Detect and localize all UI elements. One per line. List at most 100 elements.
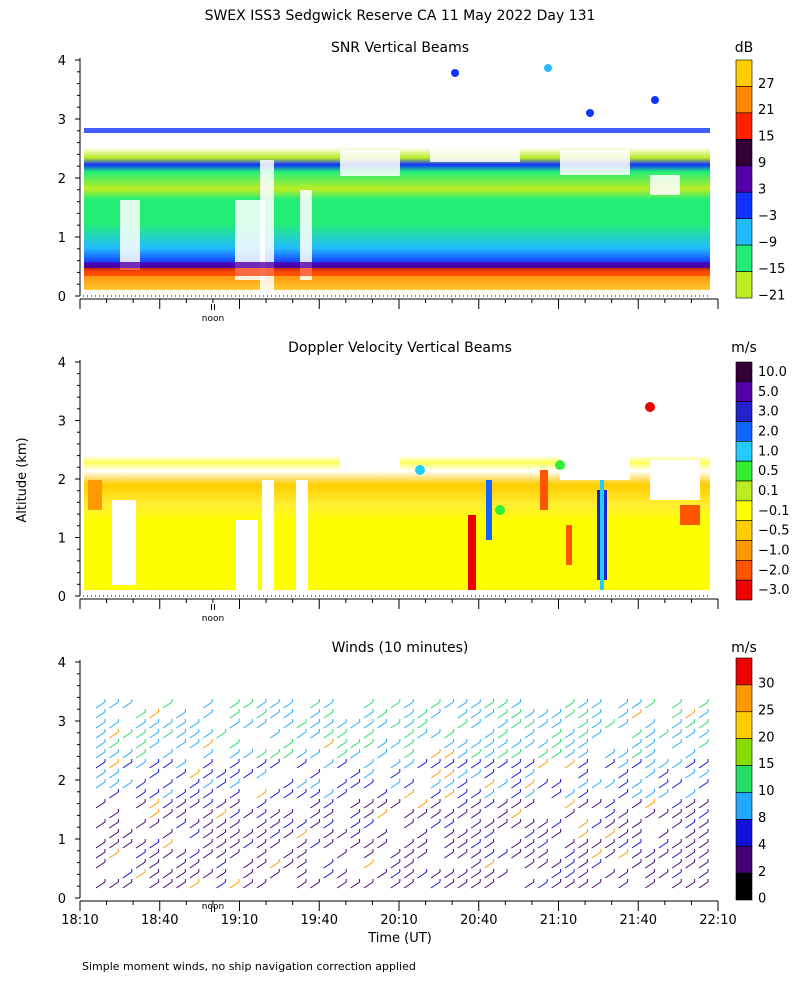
wind-barb xyxy=(135,841,146,849)
wind-barb xyxy=(109,811,119,819)
wind-barb xyxy=(403,701,414,709)
wind-barb xyxy=(122,841,133,849)
wind-barb xyxy=(377,831,387,839)
wind-barb xyxy=(109,881,119,889)
wind-barb xyxy=(430,811,441,819)
wind-barb xyxy=(604,751,615,759)
wind-barb xyxy=(377,711,387,719)
wind-barb xyxy=(350,741,360,749)
wind-barb xyxy=(149,731,159,739)
snr-colorbar-unit: dB xyxy=(735,40,754,56)
colorbar-swatch xyxy=(735,684,753,713)
wind-barb xyxy=(350,721,360,729)
wind-barb xyxy=(162,761,173,769)
wind-barb xyxy=(671,851,682,859)
wind-barb xyxy=(537,861,548,869)
x-axis-label: Time (UT) xyxy=(367,931,432,946)
wind-barb xyxy=(95,731,106,739)
wind-barb xyxy=(350,751,360,759)
colorbar-swatch xyxy=(735,271,753,299)
wind-barb xyxy=(698,761,709,769)
wind-barb xyxy=(645,771,655,779)
snr-band xyxy=(84,268,710,276)
wind-barb xyxy=(95,861,106,869)
wind-barb xyxy=(122,701,133,709)
wind-barb xyxy=(122,731,133,739)
wind-barb xyxy=(189,881,200,889)
wind-barb xyxy=(537,881,548,889)
wind-barb xyxy=(229,761,240,769)
wind-barb xyxy=(256,721,267,729)
wind-barb xyxy=(310,771,320,779)
wind-barb xyxy=(377,741,387,749)
wind-barb xyxy=(524,731,535,739)
wind-barb xyxy=(95,771,106,779)
wind-barb xyxy=(578,841,588,849)
wind-barb xyxy=(631,741,642,749)
wind-barb xyxy=(135,861,146,869)
colorbar-swatch xyxy=(735,139,753,167)
wind-barb xyxy=(256,881,267,889)
wind-barb xyxy=(149,801,159,809)
x-tick-label: 20:40 xyxy=(460,913,497,928)
wind-barb xyxy=(631,851,642,859)
wind-barb xyxy=(176,881,186,889)
wind-barb xyxy=(109,751,119,759)
wind-barb xyxy=(202,711,213,719)
colorbar-swatch xyxy=(735,401,753,422)
wind-barb xyxy=(296,781,307,789)
doppler-noon-label: noon xyxy=(202,614,224,624)
wind-barb xyxy=(591,711,602,719)
x-tick-label: 19:10 xyxy=(221,913,258,928)
wind-barb xyxy=(511,721,521,729)
wind-barb xyxy=(618,761,628,769)
wind-barb xyxy=(149,861,159,869)
wind-barb xyxy=(135,741,146,749)
wind-barb xyxy=(216,801,226,809)
wind-barb xyxy=(162,851,173,859)
colorbar-swatch xyxy=(735,244,753,272)
colorbar-label: −1.0 xyxy=(758,543,790,558)
snr-gap xyxy=(260,160,274,290)
wind-barb xyxy=(283,851,293,859)
wind-barb xyxy=(537,841,548,849)
wind-barb xyxy=(671,881,682,889)
wind-barb xyxy=(363,801,374,809)
wind-barb xyxy=(216,841,226,849)
wind-barb xyxy=(95,741,106,749)
wind-barb xyxy=(524,881,535,889)
wind-barb xyxy=(604,851,615,859)
doppler-gap xyxy=(296,480,308,590)
doppler-strip xyxy=(600,480,604,590)
y-tick-label: 1 xyxy=(58,532,66,547)
colorbar-label: 1.0 xyxy=(758,444,779,459)
wind-barb xyxy=(658,841,669,849)
colorbar-label: 0.1 xyxy=(758,484,779,499)
colorbar-label: 2 xyxy=(758,865,766,880)
wind-barb xyxy=(524,741,535,749)
wind-barb xyxy=(256,811,267,819)
wind-barb xyxy=(698,711,709,719)
snr-panel-title: SNR Vertical Beams xyxy=(331,40,469,56)
wind-barb xyxy=(189,851,200,859)
wind-barb xyxy=(564,701,575,709)
wind-barb xyxy=(591,701,602,709)
wind-barb xyxy=(430,871,441,879)
y-tick-label: 0 xyxy=(58,892,66,907)
wind-barb xyxy=(417,761,427,769)
wind-barb xyxy=(390,781,401,789)
doppler-colorbar: 10.0 5.0 3.0 2.0 1.0 0.5 0.1 −0.1 −0.5 −1.0 −2.0 −3… xyxy=(735,361,790,601)
wind-barb xyxy=(216,771,226,779)
wind-barb xyxy=(403,851,414,859)
wind-barb xyxy=(537,821,548,829)
colorbar-label: −3 xyxy=(758,209,777,224)
wind-barb xyxy=(189,721,200,729)
wind-barb xyxy=(497,871,508,879)
colorbar-swatch xyxy=(735,792,753,820)
wind-barb xyxy=(511,811,521,819)
wind-barb xyxy=(176,821,186,829)
wind-barb xyxy=(403,731,414,739)
wind-barb xyxy=(336,851,347,859)
wind-barb xyxy=(403,741,414,749)
